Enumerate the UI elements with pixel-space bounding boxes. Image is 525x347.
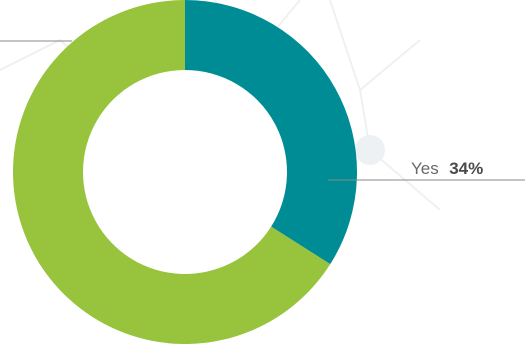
background-network-decoration <box>0 0 441 211</box>
label-yes-category: Yes <box>411 159 439 178</box>
slices-group <box>12 0 357 344</box>
labels-group: Yes 34% <box>0 40 525 181</box>
label-yes: Yes 34% <box>411 159 483 178</box>
label-yes-value: 34% <box>449 159 483 178</box>
slice-no <box>12 0 331 344</box>
slice-yes <box>185 0 357 265</box>
